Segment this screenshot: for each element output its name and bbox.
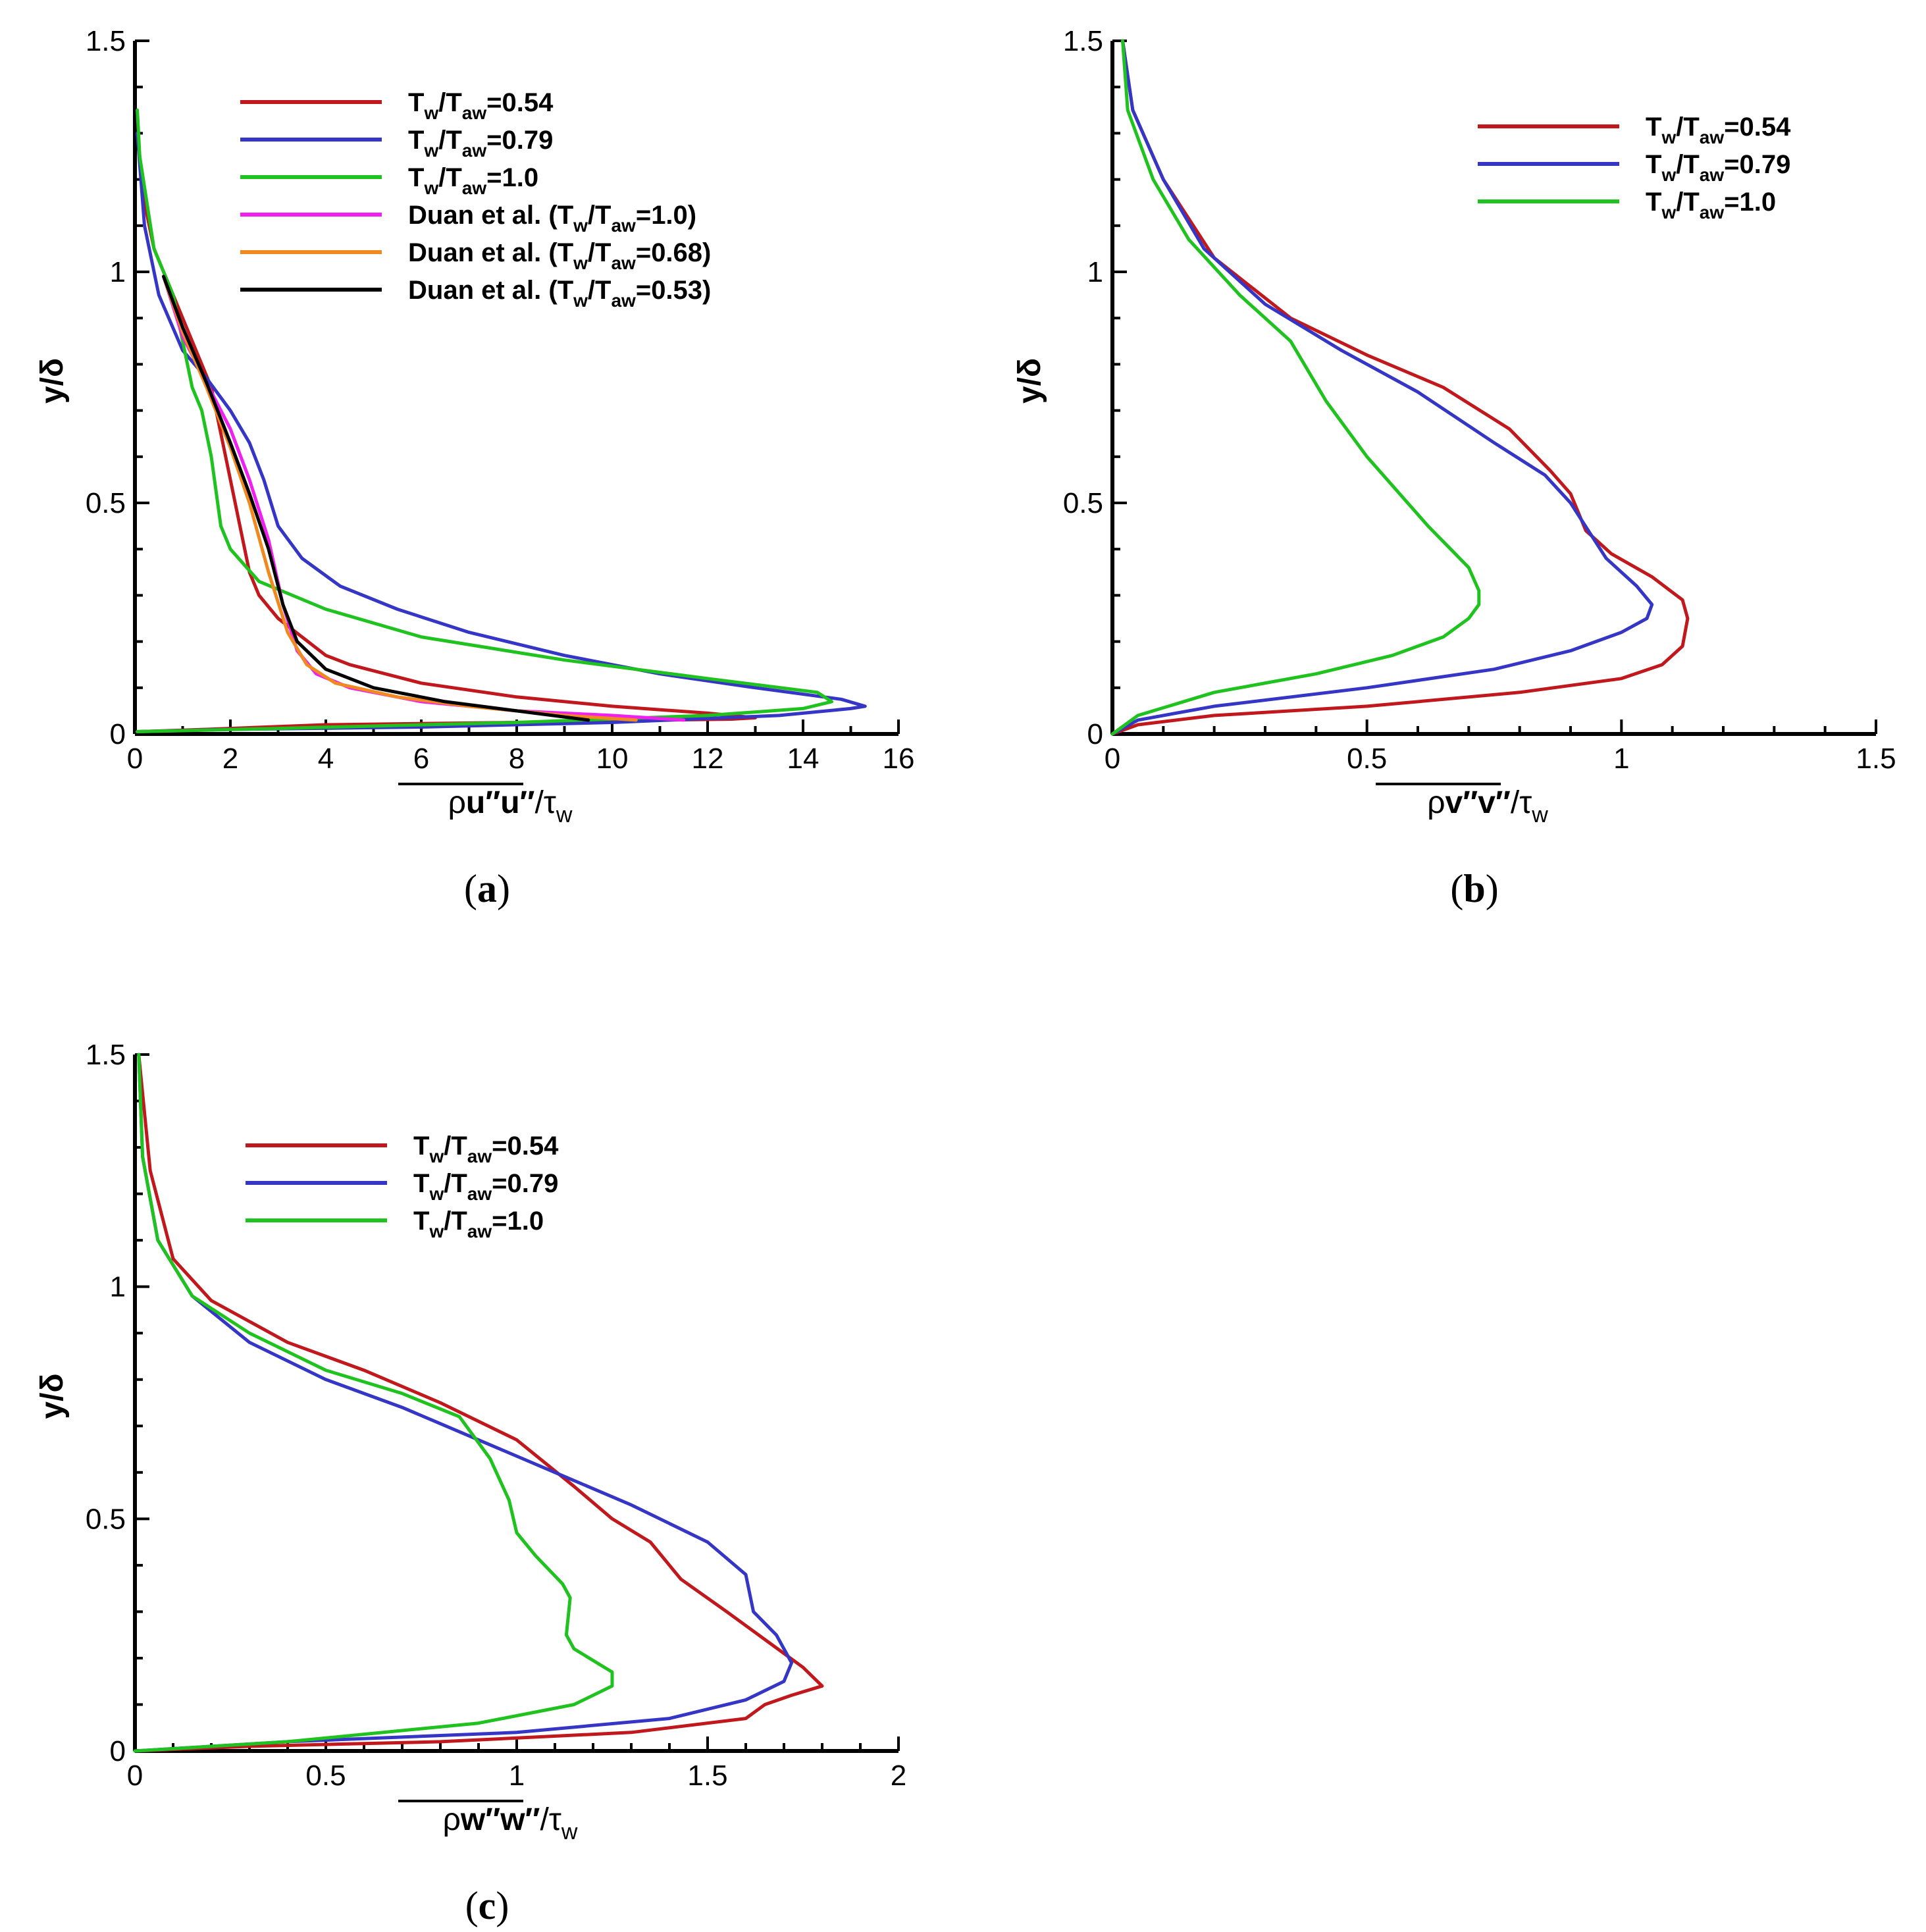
y-axis-title: y/δ	[1012, 358, 1047, 404]
y-axis-title: y/δ	[35, 1373, 70, 1419]
panel-a-chart: 0 2 4 6 8 10 12 14 16 0 0.5 1 1.5 Tw/Taw=0.54Tw/Taw=0…	[35, 25, 915, 910]
legend-label: Tw/Taw=1.0	[1646, 188, 1776, 222]
x-axis-title-text: ρu″u″/τw	[448, 785, 573, 827]
legend-label: Tw/Taw=0.54	[413, 1132, 559, 1166]
series-line-3	[133, 1053, 614, 1753]
legend-label: Tw/Taw=1.0	[408, 163, 538, 198]
panel-c-chart: 0 0.5 1 1.5 2 0 0.5 1 1.5 Tw/Taw=0.54Tw/Taw=0.79T…	[35, 1039, 906, 1927]
series-line-2	[1110, 39, 1654, 736]
y-axis-title: y/δ	[35, 358, 70, 404]
y-tick-label: 0	[1087, 718, 1103, 750]
legend-label: Duan et al. (Tw/Taw=0.68)	[408, 238, 711, 273]
x-tick-label: 0	[1105, 743, 1120, 775]
series-line-4	[162, 274, 686, 722]
x-tick-label: 1	[1613, 743, 1629, 775]
y-tick-label: 1.5	[1063, 25, 1103, 57]
x-tick-label: 0	[127, 743, 143, 775]
x-axis-title-text: ρw″w″/τw	[443, 1802, 578, 1844]
series-line-6	[162, 274, 590, 722]
x-tick-label: 10	[596, 743, 629, 775]
x-tick-label: 1.5	[687, 1760, 727, 1792]
x-axis-title: ρv″v″/τw	[1376, 783, 1548, 827]
y-tick-label: 0.5	[86, 1503, 126, 1535]
x-tick-label: 2	[222, 743, 238, 775]
series-line-3	[1110, 39, 1481, 736]
legend-label: Tw/Taw=0.79	[408, 126, 553, 161]
x-tick-label: 4	[318, 743, 334, 775]
x-tick-label: 12	[692, 743, 724, 775]
y-tick-label: 1.5	[86, 1039, 126, 1071]
series-line-2	[133, 1053, 794, 1753]
panel-caption: (c)	[465, 1884, 509, 1927]
x-tick-label: 1	[509, 1760, 525, 1792]
y-tick-label: 1	[110, 256, 126, 288]
y-tick-label: 1	[110, 1271, 126, 1303]
x-axis-title: ρu″u″/τw	[398, 783, 573, 827]
x-tick-label: 2	[891, 1760, 906, 1792]
panel-b-chart: 0 0.5 1 1.5 0 0.5 1 1.5 Tw/Taw=0.54Tw/Taw=0.79Tw…	[1012, 25, 1896, 910]
legend-label: Duan et al. (Tw/Taw=0.53)	[408, 276, 711, 311]
series-line-1	[1110, 39, 1690, 736]
x-tick-label: 16	[883, 743, 915, 775]
y-tick-label: 0.5	[1063, 487, 1103, 519]
x-tick-label: 0.5	[305, 1760, 346, 1792]
x-tick-label: 0.5	[1347, 743, 1387, 775]
x-tick-label: 8	[509, 743, 525, 775]
y-tick-label: 1	[1087, 256, 1103, 288]
legend-label: Tw/Taw=0.54	[1646, 113, 1791, 147]
x-axis-title-text: ρv″v″/τw	[1427, 785, 1548, 827]
y-tick-label: 1.5	[86, 25, 126, 57]
y-tick-label: 0.5	[86, 487, 126, 519]
x-axis-title: ρw″w″/τw	[398, 1800, 578, 1844]
y-tick-label: 0	[110, 718, 126, 750]
series-line-1	[133, 1053, 824, 1753]
x-tick-label: 14	[787, 743, 820, 775]
x-tick-label: 0	[127, 1760, 143, 1792]
legend-label: Tw/Taw=0.54	[408, 88, 554, 123]
panel-caption: (b)	[1450, 867, 1498, 910]
legend-label: Duan et al. (Tw/Taw=1.0)	[408, 201, 696, 236]
x-tick-label: 6	[413, 743, 429, 775]
panel-caption: (a)	[464, 867, 510, 910]
legend-label: Tw/Taw=0.79	[1646, 150, 1790, 185]
y-tick-label: 0	[110, 1735, 126, 1767]
legend-label: Tw/Taw=0.79	[413, 1169, 558, 1204]
legend-label: Tw/Taw=1.0	[413, 1207, 544, 1241]
x-tick-label: 1.5	[1856, 743, 1896, 775]
